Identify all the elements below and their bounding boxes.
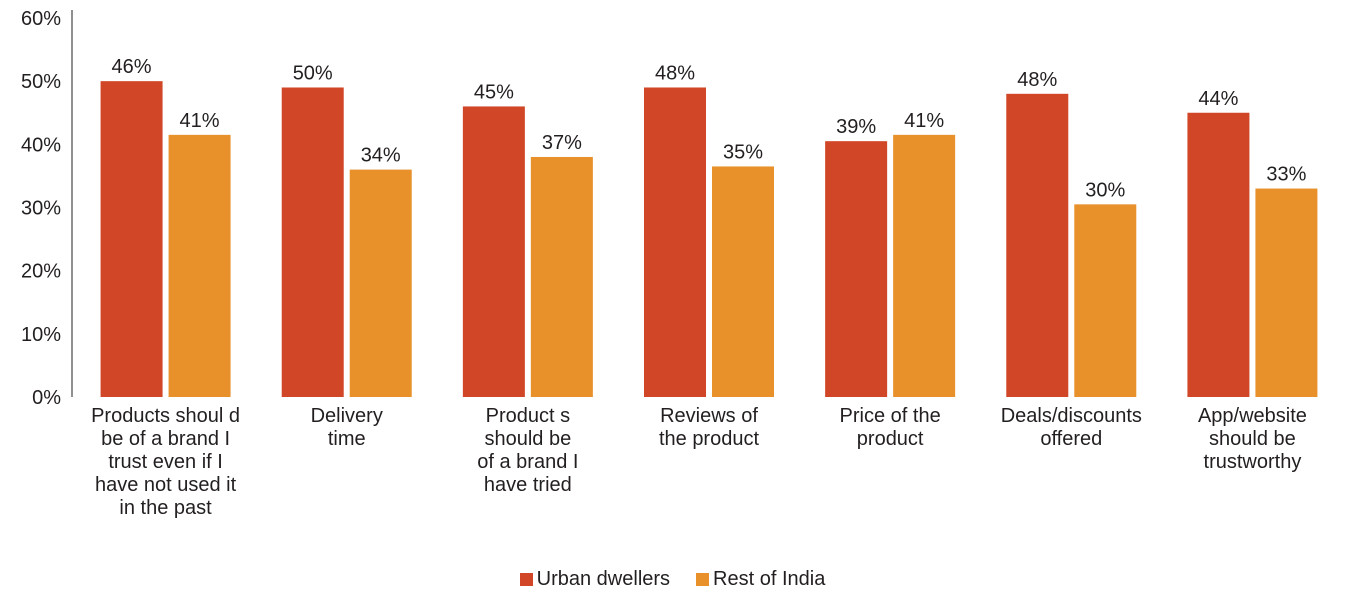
- data-label: 35%: [723, 141, 763, 163]
- x-tick-label: should be: [1209, 428, 1296, 450]
- x-tick-label: have tried: [484, 474, 572, 496]
- x-tick-label: have not used it: [95, 474, 237, 496]
- data-label: 34%: [361, 145, 401, 167]
- y-tick-label: 0%: [32, 387, 61, 409]
- bars: [100, 81, 1318, 398]
- bar-rest: [1255, 188, 1318, 397]
- data-label: 37%: [542, 132, 582, 154]
- bar-rest: [712, 166, 774, 397]
- x-tick-label: of a brand I: [477, 451, 578, 473]
- x-tick-label: in the past: [119, 497, 212, 519]
- data-label: 45%: [474, 81, 514, 103]
- bar-urban: [1006, 93, 1069, 398]
- data-label: 46%: [112, 56, 152, 78]
- y-tick-label: 60%: [21, 8, 61, 30]
- data-labels: 46% 41% 50% 34% 45% 37% 48% 35% 39% 41% 48% 30% 44% 3…: [112, 56, 1307, 201]
- y-tick-label: 20%: [21, 261, 61, 283]
- data-label: 41%: [904, 110, 944, 132]
- bar-urban: [1187, 112, 1250, 397]
- x-tick-label: trustworthy: [1204, 451, 1302, 473]
- x-tick-label: Delivery: [311, 405, 383, 427]
- x-tick-label: App/website: [1198, 405, 1307, 427]
- bar-rest: [349, 169, 412, 397]
- x-tick-label: Products shoul d: [91, 405, 240, 427]
- data-label: 41%: [180, 110, 220, 132]
- legend: Urban dwellers Rest of India: [0, 568, 1345, 591]
- y-tick-label: 10%: [21, 324, 61, 346]
- y-tick-label: 30%: [21, 198, 61, 220]
- x-tick-label: should be: [484, 428, 571, 450]
- data-label: 39%: [836, 116, 876, 138]
- data-label: 48%: [1017, 69, 1057, 91]
- bar-chart: 0%10%20%30%40%50%60% 46%41%50%34%45%37%4…: [21, 8, 1318, 519]
- legend-label-urban: Urban dwellers: [536, 568, 671, 590]
- bar-rest: [1074, 204, 1137, 397]
- data-label: 44%: [1198, 88, 1238, 110]
- legend-item-urban: Urban dwellers: [519, 568, 671, 591]
- x-tick-label: Deals/discounts: [1001, 405, 1142, 427]
- legend-item-rest: Rest of India: [696, 568, 825, 591]
- bar-urban: [281, 87, 344, 397]
- data-label: 33%: [1266, 164, 1306, 186]
- bar-rest: [530, 156, 593, 397]
- legend-swatch-rest: [696, 573, 710, 586]
- y-tick-label: 50%: [21, 71, 61, 93]
- bar-urban: [462, 106, 525, 397]
- x-tick-label: Reviews of: [660, 405, 758, 427]
- x-tick-label: offered: [1040, 428, 1102, 450]
- bar-urban: [644, 87, 706, 397]
- bar-urban: [825, 141, 888, 397]
- bar-rest: [168, 134, 231, 397]
- x-tick-label: time: [328, 428, 366, 450]
- y-tick-label: 40%: [21, 134, 61, 156]
- data-label: 50%: [293, 62, 333, 84]
- bar-urban: [100, 81, 163, 398]
- x-tick-label: Product s: [486, 405, 570, 427]
- bar-rest: [893, 134, 956, 397]
- x-tick-label: be of a brand I: [101, 428, 230, 450]
- x-tick-label: Price of the: [840, 405, 941, 427]
- x-tick-label: the product: [659, 428, 760, 450]
- y-axis: 0% 10% 20% 30% 40% 50% 60%: [21, 8, 73, 409]
- x-tick-label: trust even if I: [108, 451, 223, 473]
- x-tick-label: product: [857, 428, 924, 450]
- data-label: 48%: [655, 62, 695, 84]
- data-label: 30%: [1085, 179, 1125, 201]
- legend-label-rest: Rest of India: [713, 568, 826, 590]
- legend-swatch-urban: [519, 573, 533, 586]
